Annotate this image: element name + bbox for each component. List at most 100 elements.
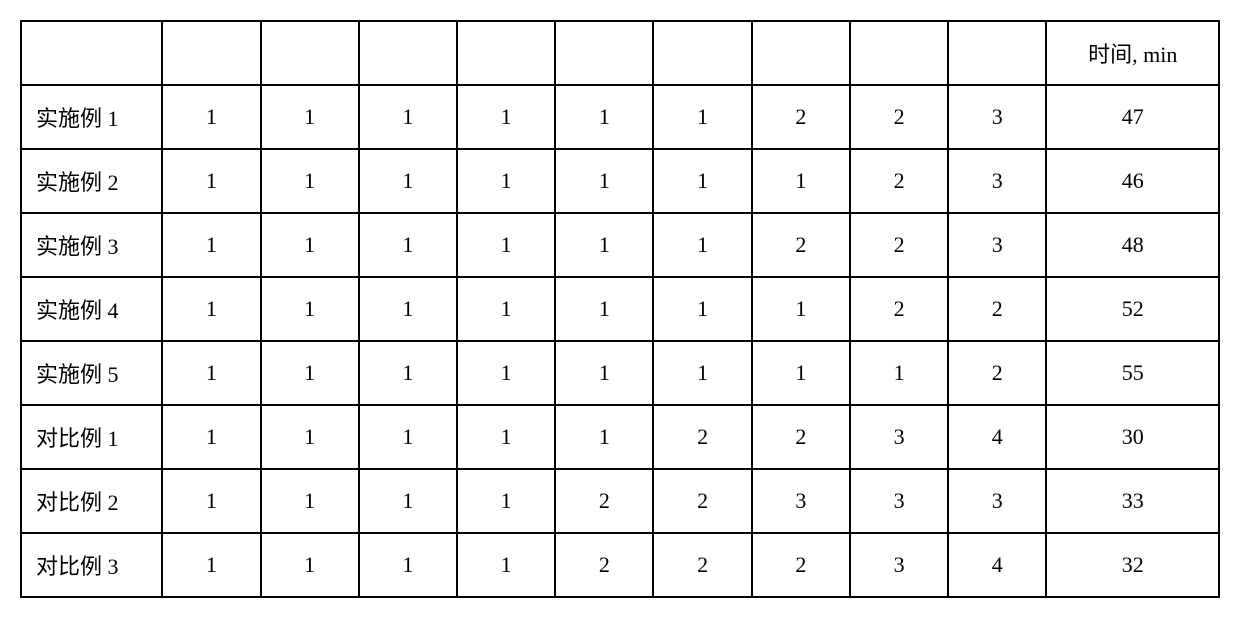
cell-time: 32 [1046,533,1219,597]
cell: 1 [653,149,751,213]
table-row: 对比例 1 1 1 1 1 1 2 2 3 4 30 [21,405,1219,469]
table-row: 实施例 3 1 1 1 1 1 1 2 2 3 48 [21,213,1219,277]
cell: 1 [162,341,260,405]
cell: 1 [457,469,555,533]
cell: 1 [457,533,555,597]
table-body: 实施例 1 1 1 1 1 1 1 2 2 3 47 实施例 2 1 1 1 1… [21,85,1219,597]
cell: 1 [162,469,260,533]
cell: 1 [261,533,359,597]
cell: 1 [359,405,457,469]
header-time: 时间, min [1046,21,1219,85]
cell: 1 [359,149,457,213]
table-row: 实施例 4 1 1 1 1 1 1 1 2 2 52 [21,277,1219,341]
cell: 3 [850,533,948,597]
cell: 3 [948,469,1046,533]
cell: 2 [850,85,948,149]
cell: 2 [752,405,850,469]
cell-time: 47 [1046,85,1219,149]
cell-time: 48 [1046,213,1219,277]
cell: 1 [653,85,751,149]
cell: 3 [948,149,1046,213]
header-label [21,21,162,85]
row-label: 实施例 3 [21,213,162,277]
cell: 3 [948,213,1046,277]
table-row: 实施例 1 1 1 1 1 1 1 2 2 3 47 [21,85,1219,149]
header-c3 [359,21,457,85]
header-c6 [653,21,751,85]
cell: 1 [261,341,359,405]
cell: 1 [653,341,751,405]
header-c1 [162,21,260,85]
cell: 1 [555,341,653,405]
row-label: 实施例 4 [21,277,162,341]
cell: 2 [948,277,1046,341]
row-label: 对比例 2 [21,469,162,533]
cell-time: 30 [1046,405,1219,469]
cell: 1 [261,405,359,469]
cell: 1 [653,277,751,341]
header-c8 [850,21,948,85]
cell: 1 [261,149,359,213]
cell: 1 [457,85,555,149]
cell-time: 55 [1046,341,1219,405]
table-row: 对比例 2 1 1 1 1 2 2 3 3 3 33 [21,469,1219,533]
cell: 2 [850,213,948,277]
cell: 1 [752,149,850,213]
cell: 1 [555,405,653,469]
cell: 1 [555,85,653,149]
row-label: 对比例 3 [21,533,162,597]
cell: 2 [653,469,751,533]
cell: 1 [752,277,850,341]
cell: 1 [555,149,653,213]
cell: 1 [162,405,260,469]
data-table: 时间, min 实施例 1 1 1 1 1 1 1 2 2 3 47 实施例 2… [20,20,1220,598]
cell: 1 [555,213,653,277]
cell: 1 [261,213,359,277]
cell-time: 33 [1046,469,1219,533]
cell: 2 [850,277,948,341]
cell: 1 [653,213,751,277]
cell: 2 [555,469,653,533]
cell: 1 [555,277,653,341]
row-label: 实施例 1 [21,85,162,149]
cell: 3 [850,469,948,533]
header-c7 [752,21,850,85]
cell: 2 [850,149,948,213]
cell: 1 [359,533,457,597]
cell: 2 [948,341,1046,405]
table-row: 对比例 3 1 1 1 1 2 2 2 3 4 32 [21,533,1219,597]
cell: 1 [457,277,555,341]
cell: 1 [457,149,555,213]
cell: 1 [162,533,260,597]
cell: 2 [555,533,653,597]
cell-time: 52 [1046,277,1219,341]
cell: 1 [162,277,260,341]
row-label: 实施例 5 [21,341,162,405]
header-c4 [457,21,555,85]
table-header-row: 时间, min [21,21,1219,85]
cell: 2 [653,533,751,597]
cell: 1 [261,277,359,341]
header-c5 [555,21,653,85]
cell: 1 [359,469,457,533]
cell: 3 [850,405,948,469]
table-row: 实施例 2 1 1 1 1 1 1 1 2 3 46 [21,149,1219,213]
cell-time: 46 [1046,149,1219,213]
cell: 3 [948,85,1046,149]
header-c2 [261,21,359,85]
cell: 1 [162,85,260,149]
cell: 4 [948,533,1046,597]
cell: 2 [752,213,850,277]
cell: 1 [359,213,457,277]
cell: 1 [359,277,457,341]
cell: 1 [162,149,260,213]
row-label: 对比例 1 [21,405,162,469]
cell: 1 [457,213,555,277]
cell: 1 [752,341,850,405]
cell: 1 [457,341,555,405]
cell: 2 [752,85,850,149]
cell: 1 [261,85,359,149]
row-label: 实施例 2 [21,149,162,213]
cell: 1 [359,341,457,405]
cell: 2 [653,405,751,469]
